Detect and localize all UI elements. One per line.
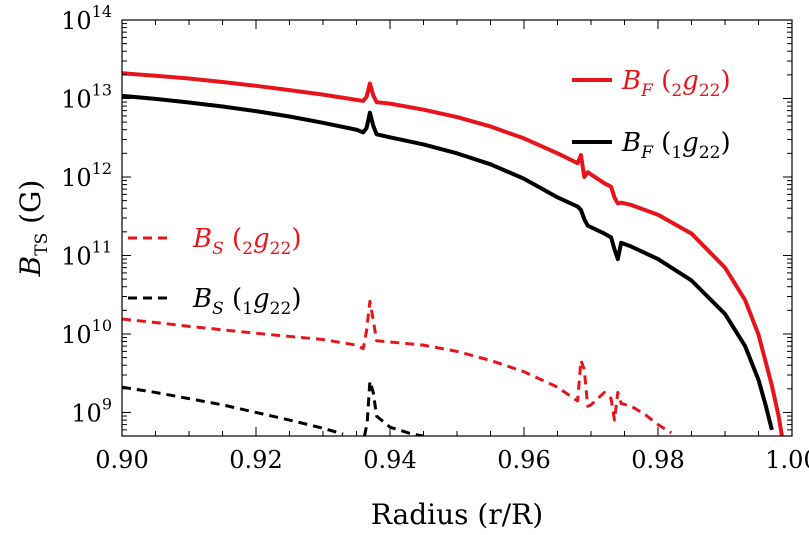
legend-label: BF (2g22) <box>621 66 731 101</box>
x-tick-label: 0.92 <box>229 446 282 474</box>
x-tick-label: 0.96 <box>497 446 550 474</box>
tick-labels: 0.90 0.92 0.94 0.96 0.98 1.00 109 1010 1011 1012 1… <box>61 2 809 474</box>
x-tick-label: 0.90 <box>95 446 148 474</box>
y-tick-label: 1013 <box>61 80 112 113</box>
legend-label: BS (2g22) <box>192 224 301 259</box>
x-tick-label: 0.94 <box>363 446 416 474</box>
y-tick-label: 1012 <box>61 159 112 192</box>
x-tick-label: 0.98 <box>631 446 684 474</box>
legend: BF (2g22) BF (1g22) BS (2g22) BS (1g22) <box>128 66 731 319</box>
svg-text:BTS (G): BTS (G) <box>14 180 52 278</box>
y-tick-label: 1010 <box>61 316 112 349</box>
legend-label: BS (1g22) <box>192 284 301 319</box>
legend-item-4: BS (1g22) <box>128 284 301 319</box>
y-axis-title-unit: (G) <box>14 180 47 224</box>
series-line-2 <box>122 93 774 431</box>
legend-item-1: BF (2g22) <box>572 66 731 101</box>
y-tick-label: 109 <box>71 394 112 427</box>
y-tick-label: 1014 <box>61 2 112 35</box>
series-line-4 <box>122 379 424 436</box>
ticks-layer <box>121 19 793 436</box>
y-axis-title: BTS (G) <box>14 180 52 278</box>
series-line-1 <box>122 71 784 436</box>
series-layer <box>122 71 784 436</box>
y-axis-title-symbol: B <box>14 256 47 278</box>
y-tick-label: 1011 <box>61 237 112 270</box>
legend-item-2: BF (1g22) <box>572 128 731 163</box>
x-axis-title: Radius (r/R) <box>371 498 543 531</box>
legend-item-3: BS (2g22) <box>128 224 301 259</box>
legend-label: BF (1g22) <box>621 128 731 163</box>
y-axis-title-subscript: TS <box>32 233 52 256</box>
x-tick-label: 1.00 <box>765 446 809 474</box>
series-line-3 <box>122 299 673 435</box>
